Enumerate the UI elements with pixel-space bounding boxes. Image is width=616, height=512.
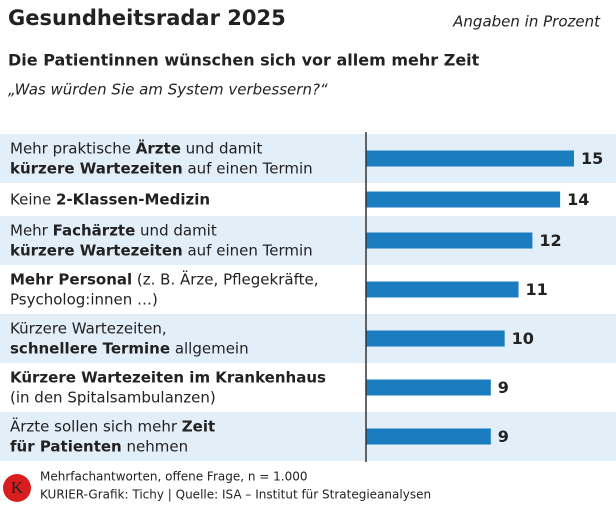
category-label: (in den Spitalsambulanzen): [10, 388, 216, 406]
rows: Mehr praktische Ärzte und damit kürzere W…: [0, 134, 616, 461]
logo-letter: K: [11, 478, 24, 497]
value-label: 12: [539, 231, 561, 250]
value-label: 15: [581, 149, 603, 168]
category-label: kürzere Wartezeiten auf einen Termin: [10, 241, 313, 259]
bar: [366, 191, 561, 208]
label-run: auf einen Termin: [183, 241, 313, 259]
value-label: 14: [567, 190, 589, 209]
label-run: Fachärzte: [53, 221, 136, 239]
bar: [366, 428, 491, 445]
category-label: schnellere Termine allgemein: [10, 339, 249, 357]
label-run: und damit: [181, 139, 263, 157]
label-run: auf einen Termin: [183, 159, 313, 177]
category-label: für Patienten nehmen: [10, 437, 188, 455]
label-run: Ärzte: [136, 138, 181, 157]
bar: [366, 330, 505, 347]
bar: [366, 150, 574, 167]
label-run: schnellere Termine: [10, 339, 170, 357]
label-run: Psycholog:innen …): [10, 290, 158, 308]
value-label: 9: [498, 427, 509, 446]
label-run: Keine: [10, 190, 56, 208]
value-label: 9: [498, 378, 509, 397]
label-run: Mehr Personal: [10, 270, 132, 288]
label-run: nehmen: [122, 437, 188, 455]
category-label: Mehr praktische Ärzte und damit: [10, 138, 262, 157]
label-run: Mehr: [10, 221, 53, 239]
value-label: 10: [512, 329, 534, 348]
label-run: Kürzere Wartezeiten im Krankenhaus: [10, 368, 326, 386]
category-label: Mehr Fachärzte und damit: [10, 221, 217, 239]
row-background: [0, 412, 616, 461]
row-background: [0, 314, 616, 363]
category-label: Ärzte sollen sich mehr Zeit: [10, 416, 215, 435]
label-run: kürzere Wartezeiten: [10, 241, 183, 259]
label-run: kürzere Wartezeiten: [10, 159, 183, 177]
category-label: Keine 2-Klassen-Medizin: [10, 190, 210, 208]
label-run: und damit: [135, 221, 217, 239]
category-label: Mehr Personal (z. B. Ärze, Pflegekräfte,: [10, 269, 318, 288]
bar: [366, 281, 519, 298]
label-run: für Patienten: [10, 437, 122, 455]
value-label: 11: [526, 280, 548, 299]
label-run: allgemein: [170, 339, 249, 357]
bar: [366, 232, 533, 249]
label-run: (in den Spitalsambulanzen): [10, 388, 216, 406]
footnote: Mehrfachantworten, offene Frage, n = 1.0…: [40, 470, 308, 484]
unit-note: Angaben in Prozent: [452, 13, 601, 31]
source: KURIER-Grafik: Tichy | Quelle: ISA – Ins…: [40, 488, 431, 502]
subtitle: Die Patientinnen wünschen sich vor allem…: [8, 51, 480, 70]
category-label: Psycholog:innen …): [10, 290, 158, 308]
question: „Was würden Sie am System verbessern?“: [8, 81, 328, 99]
label-run: Mehr praktische: [10, 139, 136, 157]
category-label: kürzere Wartezeiten auf einen Termin: [10, 159, 313, 177]
logo: [3, 474, 31, 502]
bar: [366, 379, 491, 396]
category-label: Kürzere Wartezeiten im Krankenhaus: [10, 368, 326, 386]
title: Gesundheitsradar 2025: [8, 6, 286, 30]
label-run: Kürzere Wartezeiten,: [10, 319, 167, 337]
label-run: (z. B. Ärze, Pflegekräfte,: [132, 269, 318, 288]
label-run: Ärzte sollen sich mehr: [10, 416, 182, 435]
category-label: Kürzere Wartezeiten,: [10, 319, 167, 337]
label-run: Zeit: [182, 417, 215, 435]
label-run: 2-Klassen-Medizin: [56, 190, 210, 208]
